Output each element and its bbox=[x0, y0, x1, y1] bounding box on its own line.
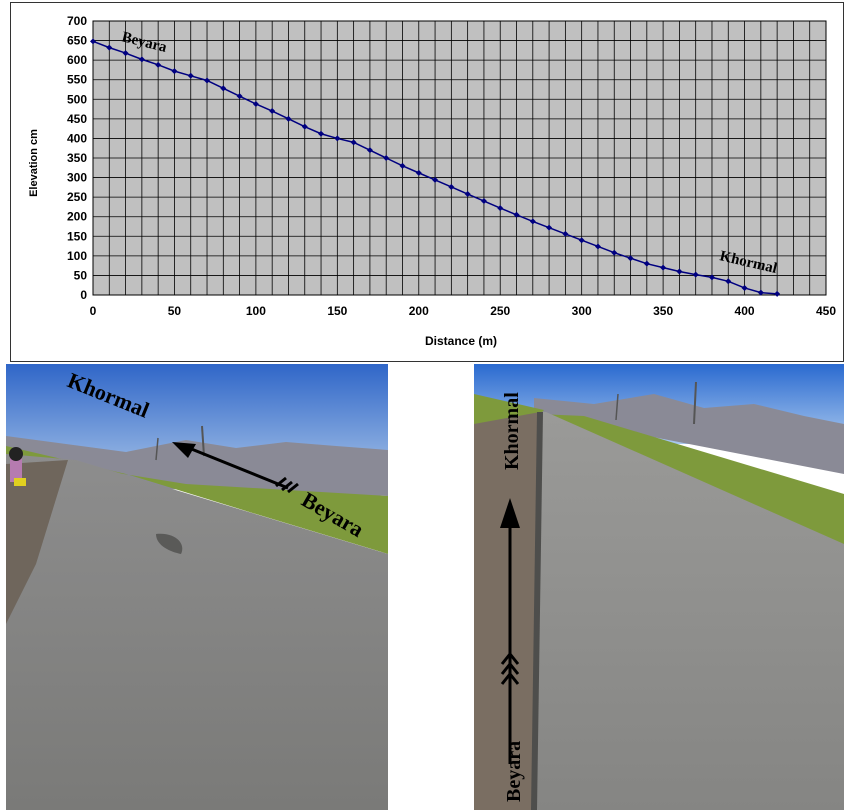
elevation-chart: 0501001502002503003504004505005506006507… bbox=[28, 14, 837, 348]
x-tick-label: 250 bbox=[490, 304, 510, 318]
series-points bbox=[90, 38, 781, 297]
data-point bbox=[90, 38, 96, 45]
y-tick-label: 300 bbox=[67, 171, 87, 185]
x-tick-label: 50 bbox=[168, 304, 182, 318]
data-point bbox=[546, 224, 553, 231]
y-tick-label: 450 bbox=[67, 112, 87, 126]
x-tick-label: 200 bbox=[409, 304, 429, 318]
data-point bbox=[138, 56, 145, 63]
x-tick-label: 300 bbox=[572, 304, 592, 318]
data-point bbox=[285, 115, 292, 122]
data-point bbox=[757, 289, 764, 296]
data-point bbox=[236, 93, 243, 100]
x-tick-label: 400 bbox=[735, 304, 755, 318]
data-point bbox=[415, 169, 422, 176]
data-point bbox=[578, 237, 585, 244]
data-point bbox=[741, 284, 748, 291]
data-point bbox=[155, 61, 162, 68]
data-point bbox=[725, 278, 732, 285]
x-tick-label: 350 bbox=[653, 304, 673, 318]
data-point bbox=[106, 44, 113, 51]
y-tick-label: 550 bbox=[67, 73, 87, 87]
data-point bbox=[383, 155, 390, 161]
data-point bbox=[366, 147, 373, 154]
x-axis-label: Distance (m) bbox=[425, 334, 497, 348]
y-tick-label: 150 bbox=[67, 229, 87, 243]
data-point bbox=[171, 68, 178, 75]
data-point bbox=[318, 130, 325, 137]
data-point bbox=[269, 108, 276, 115]
data-point bbox=[513, 211, 520, 218]
data-point bbox=[594, 243, 601, 250]
data-point bbox=[432, 176, 439, 183]
x-tick-labels: 0 50 100 150 200 250 300 350 400 450 bbox=[90, 304, 837, 318]
x-tick-label: 0 bbox=[90, 304, 97, 318]
data-point bbox=[204, 77, 211, 84]
y-tick-label: 0 bbox=[80, 288, 87, 302]
data-point bbox=[529, 218, 536, 225]
chart-frame: 0 50 100 150 200 250 300 350 400 450 500 550 600 650 7… bbox=[10, 2, 844, 362]
y-tick-label: 100 bbox=[67, 249, 87, 263]
data-point bbox=[692, 271, 699, 278]
data-point bbox=[187, 72, 194, 79]
data-point bbox=[497, 205, 504, 212]
data-point bbox=[611, 249, 618, 256]
data-point bbox=[660, 264, 667, 271]
data-point bbox=[350, 139, 357, 146]
data-point bbox=[464, 191, 471, 198]
y-tick-label: 250 bbox=[67, 190, 87, 204]
data-point bbox=[627, 255, 634, 262]
data-point bbox=[643, 260, 650, 267]
road-photo-right: Khormal Beyara bbox=[474, 364, 844, 810]
y-tick-label: 400 bbox=[67, 131, 87, 145]
data-point bbox=[220, 85, 227, 92]
x-tick-label: 100 bbox=[246, 304, 266, 318]
x-tick-label: 450 bbox=[816, 304, 836, 318]
y-tick-label: 350 bbox=[67, 151, 87, 165]
data-point bbox=[301, 123, 308, 130]
data-point bbox=[774, 290, 781, 297]
data-point bbox=[399, 162, 406, 169]
data-point bbox=[334, 135, 341, 142]
y-tick-label: 50 bbox=[74, 268, 88, 282]
data-point bbox=[122, 50, 129, 57]
data-point bbox=[676, 268, 683, 275]
y-tick-label: 200 bbox=[67, 210, 87, 224]
data-point bbox=[562, 230, 569, 237]
y-axis-label: Elevation cm bbox=[28, 129, 40, 197]
y-tick-label: 500 bbox=[67, 92, 87, 106]
data-point bbox=[708, 274, 715, 281]
y-tick-label: 600 bbox=[67, 53, 87, 67]
y-tick-labels: 0 50 100 150 200 250 300 350 400 450 500 550 600 650 7… bbox=[67, 14, 87, 302]
data-point bbox=[252, 100, 259, 107]
right-photo-label-beyara: Beyara bbox=[503, 741, 525, 802]
y-tick-label: 700 bbox=[67, 14, 87, 28]
data-point bbox=[480, 198, 487, 205]
data-point bbox=[448, 183, 455, 190]
x-tick-label: 150 bbox=[327, 304, 347, 318]
road-photo-left: Khormal Beyara bbox=[6, 364, 388, 810]
y-tick-label: 650 bbox=[67, 34, 87, 48]
right-photo-label-khormal: Khormal bbox=[501, 392, 523, 470]
